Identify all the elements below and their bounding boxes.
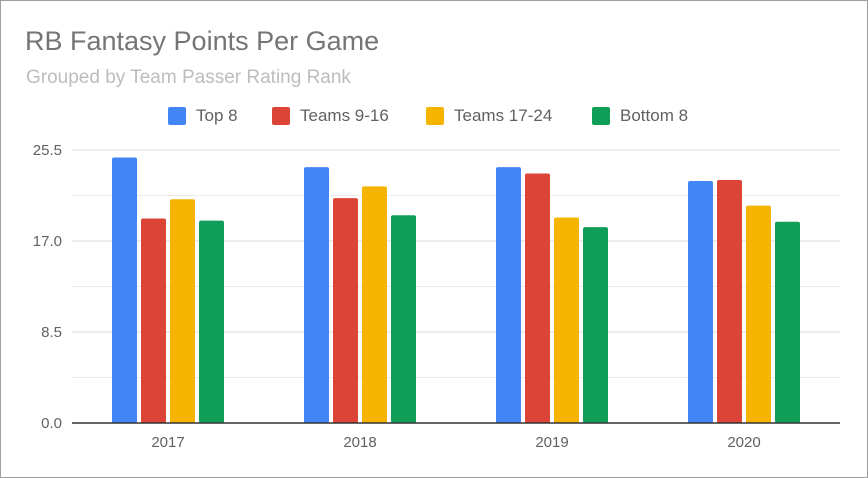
legend-item-teams-17-24[interactable]: Teams 17-24	[426, 104, 552, 128]
legend-item-bottom-8[interactable]: Bottom 8	[592, 104, 688, 128]
x-tick-label: 2018	[343, 434, 376, 451]
legend-item-top-8[interactable]: Top 8	[168, 104, 238, 128]
bar-bottom-8-2019	[583, 227, 608, 423]
legend-swatch-bottom-8	[592, 107, 610, 125]
chart-title: RB Fantasy Points Per Game	[25, 26, 380, 56]
y-tick-label: 8.5	[41, 324, 62, 341]
legend-label-teams-9-16: Teams 9-16	[300, 106, 389, 125]
legend-label-teams-17-24: Teams 17-24	[454, 106, 553, 125]
legend-swatch-teams-9-16	[272, 107, 290, 125]
chart-subtitle: Grouped by Team Passer Rating Rank	[26, 67, 351, 88]
bar-top-8-2020	[688, 181, 713, 423]
legend-item-teams-9-16[interactable]: Teams 9-16	[272, 104, 389, 128]
x-tick-label: 2019	[535, 434, 568, 451]
bar-bottom-8-2017	[199, 220, 224, 423]
x-tick-label: 2017	[151, 434, 184, 451]
bar-bottom-8-2018	[391, 215, 416, 423]
bar-teams-17-24-2019	[554, 217, 579, 423]
y-tick-label: 17.0	[33, 233, 62, 250]
y-tick-label: 25.5	[33, 142, 62, 159]
bar-bottom-8-2020	[775, 221, 800, 423]
chart-legend: Top 8 Teams 9-16 Teams 17-24 Bottom 8	[0, 104, 868, 128]
bar-top-8-2019	[496, 167, 521, 423]
bar-teams-17-24-2017	[170, 199, 195, 423]
y-tick-label: 0.0	[41, 415, 62, 432]
legend-label-bottom-8: Bottom 8	[620, 106, 689, 125]
bar-top-8-2017	[112, 157, 137, 423]
legend-swatch-teams-17-24	[426, 107, 444, 125]
bar-teams-9-16-2020	[717, 179, 742, 423]
bar-teams-9-16-2019	[525, 173, 550, 423]
legend-label-top-8: Top 8	[196, 106, 238, 125]
x-tick-label: 2020	[727, 434, 760, 451]
bar-teams-9-16-2018	[333, 198, 358, 423]
bar-teams-9-16-2017	[141, 218, 166, 423]
legend-swatch-top-8	[168, 107, 186, 125]
bar-teams-17-24-2018	[362, 186, 387, 423]
bar-teams-17-24-2020	[746, 205, 771, 423]
bar-top-8-2018	[304, 167, 329, 423]
